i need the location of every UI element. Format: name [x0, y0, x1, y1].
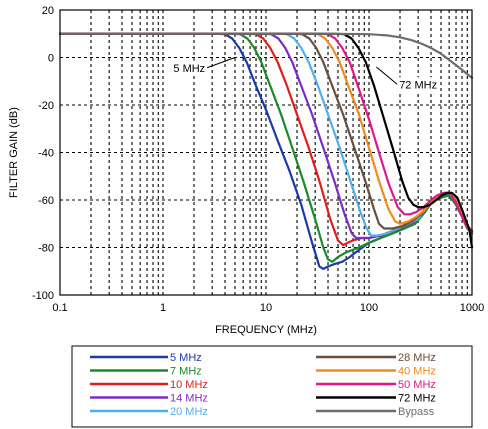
legend-entry: 72 MHz: [398, 393, 436, 405]
y-tick-label: 20: [42, 5, 54, 17]
series-line-40-mhz: [58, 32, 474, 232]
x-tick-label: 0.1: [52, 302, 67, 314]
legend-entry: 20 MHz: [170, 406, 208, 418]
legend-entry: 28 MHz: [398, 352, 436, 364]
legend-entry: 50 MHz: [398, 379, 436, 391]
y-tick-label: -80: [38, 243, 54, 255]
y-tick-label: -20: [38, 100, 54, 112]
annotation-leader-line: [206, 57, 236, 69]
x-tick-label: 100: [360, 302, 378, 314]
annotation-label: 72 MHz: [399, 79, 437, 91]
x-tick-label: 10: [260, 302, 272, 314]
grid: [60, 10, 472, 295]
annotation-leader-line: [376, 66, 398, 85]
legend-entry: 40 MHz: [398, 366, 436, 378]
annotations: 5 MHz 72 MHz: [171, 57, 440, 92]
series-line-50-mhz: [58, 32, 474, 232]
series-line-bypass: [58, 32, 474, 79]
legend-entry: 14 MHz: [170, 393, 208, 405]
y-tick-label: 0: [48, 53, 54, 65]
x-tick-label: 1000: [460, 302, 484, 314]
legend-entry: Bypass: [398, 406, 435, 418]
annotation-label: 5 MHz: [173, 63, 205, 75]
y-tick-label: -40: [38, 148, 54, 160]
annotation-background: [171, 60, 208, 75]
series-line-72-mhz: [58, 32, 474, 249]
series-lines: [58, 32, 474, 270]
annotation-background: [397, 77, 440, 92]
legend-entry: 7 MHz: [170, 366, 202, 378]
series-line-7-mhz: [58, 32, 474, 263]
y-tick-label: -100: [32, 290, 54, 302]
x-tick-label: 1: [160, 302, 166, 314]
x-axis-label: FREQUENCY (MHz): [215, 324, 317, 336]
y-tick-label: -60: [38, 195, 54, 207]
legend-box: [71, 345, 473, 428]
tick-labels: 0.1 1 10 100 1000 20 0 -20 -40 -60 -80 -100: [32, 5, 484, 314]
y-axis-label: FILTER GAIN (dB): [8, 107, 20, 198]
legend-entry: 5 MHz: [170, 352, 202, 364]
plot-frame: [59, 9, 473, 296]
legend-entry: 10 MHz: [170, 379, 208, 391]
